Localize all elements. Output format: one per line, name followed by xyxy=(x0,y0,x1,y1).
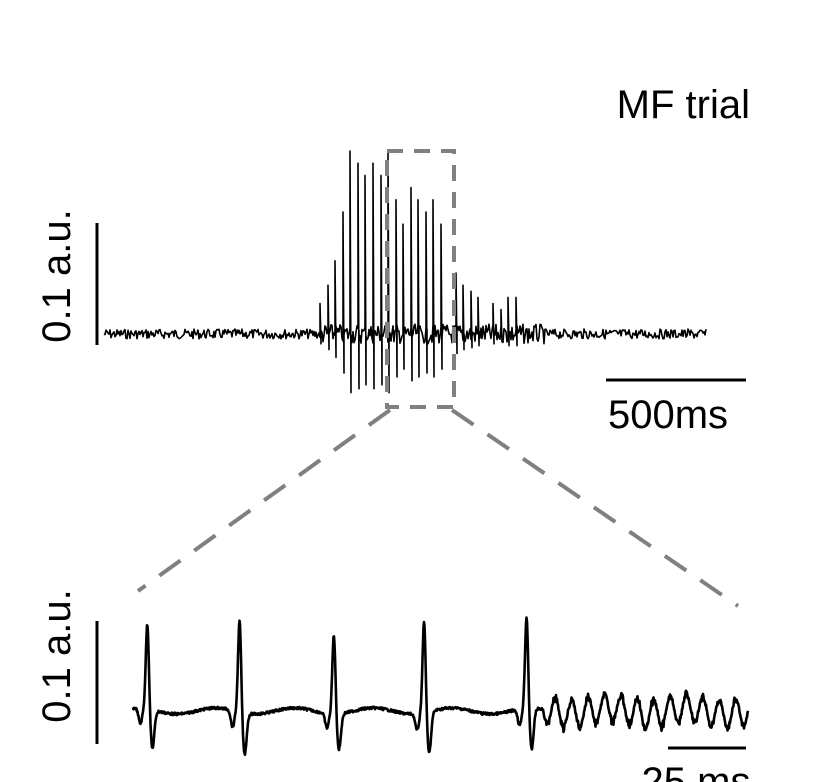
top-y-scale-label: 0.1 a.u. xyxy=(35,209,79,342)
zoom-guide-right xyxy=(450,408,740,608)
panel-title: MF trial xyxy=(617,83,750,127)
bottom-x-scale-label: 25 ms xyxy=(642,760,751,782)
zoom-guide-left xyxy=(136,408,392,593)
top-trace-line xyxy=(103,150,707,394)
zoom-window-box xyxy=(385,149,456,409)
bottom-y-scale-label: 0.1 a.u. xyxy=(35,589,79,722)
bottom-trace-line xyxy=(131,616,750,756)
top-x-scale-label: 500ms xyxy=(608,393,728,437)
